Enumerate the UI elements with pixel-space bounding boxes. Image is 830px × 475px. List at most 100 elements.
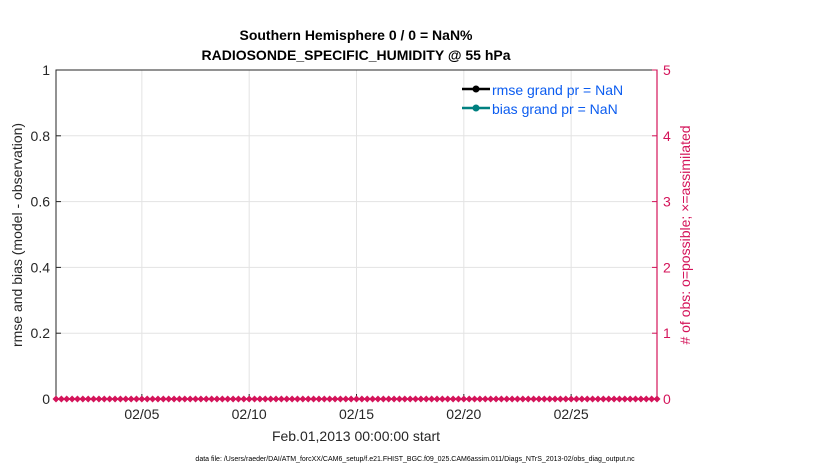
grid bbox=[56, 70, 657, 399]
obs-count-marker bbox=[122, 395, 130, 403]
obs-count-marker bbox=[143, 395, 151, 403]
obs-count-marker bbox=[154, 395, 162, 403]
obs-count-marker bbox=[433, 395, 441, 403]
obs-count-marker bbox=[492, 395, 500, 403]
obs-count-marker bbox=[615, 395, 623, 403]
obs-count-marker bbox=[267, 395, 275, 403]
obs-count-marker bbox=[84, 395, 92, 403]
obs-count-marker bbox=[165, 395, 173, 403]
obs-count-marker bbox=[213, 395, 221, 403]
obs-count-marker bbox=[63, 395, 71, 403]
obs-count-marker bbox=[342, 395, 350, 403]
y2-tick-label: 5 bbox=[663, 62, 671, 78]
obs-count-marker bbox=[310, 395, 318, 403]
obs-count-marker bbox=[272, 395, 280, 403]
y2-axis-label: # of obs: o=possible; ×=assimilated bbox=[677, 125, 693, 344]
obs-count-marker bbox=[261, 395, 269, 403]
obs-count-marker bbox=[331, 395, 339, 403]
obs-count-marker bbox=[401, 395, 409, 403]
obs-count-marker bbox=[353, 395, 360, 403]
obs-count-marker bbox=[175, 395, 183, 403]
obs-count-marker bbox=[406, 395, 414, 403]
obs-count-marker bbox=[513, 395, 521, 403]
obs-count-marker bbox=[471, 395, 479, 403]
obs-count-marker bbox=[304, 395, 312, 403]
obs-count-marker bbox=[234, 395, 242, 403]
obs-count-marker bbox=[57, 395, 65, 403]
obs-count-marker bbox=[369, 395, 377, 403]
obs-count-marker bbox=[481, 395, 489, 403]
obs-count-marker bbox=[358, 395, 366, 403]
obs-count-marker bbox=[251, 395, 259, 403]
obs-count-marker bbox=[653, 395, 661, 403]
obs-count-marker bbox=[111, 395, 119, 403]
obs-count-marker bbox=[385, 395, 393, 403]
obs-count-marker bbox=[583, 395, 591, 403]
obs-count-marker bbox=[90, 395, 98, 403]
obs-count-marker bbox=[648, 395, 656, 403]
obs-count-marker bbox=[465, 395, 473, 403]
obs-count-marker bbox=[288, 395, 296, 403]
x-tick-label: 02/20 bbox=[446, 406, 481, 422]
obs-count-marker bbox=[73, 395, 81, 403]
obs-count-marker bbox=[599, 395, 607, 403]
obs-count-marker bbox=[68, 395, 76, 403]
obs-count-marker bbox=[594, 395, 602, 403]
obs-count-marker bbox=[546, 395, 554, 403]
x-tick-label: 02/15 bbox=[339, 406, 374, 422]
y-tick-label: 0 bbox=[42, 391, 50, 407]
obs-count-marker bbox=[578, 395, 586, 403]
obs-count-marker bbox=[395, 395, 403, 403]
obs-count-marker bbox=[497, 395, 505, 403]
y-tick-label: 0.6 bbox=[31, 194, 51, 210]
legend-bias-marker bbox=[472, 104, 480, 112]
obs-count-marker bbox=[460, 395, 468, 403]
title-line-2: RADIOSONDE_SPECIFIC_HUMIDITY @ 55 hPa bbox=[201, 47, 510, 63]
obs-count-marker bbox=[116, 395, 124, 403]
obs-count-marker bbox=[170, 395, 178, 403]
obs-count-marker bbox=[159, 395, 167, 403]
obs-count-marker bbox=[540, 395, 548, 403]
obs-count-marker bbox=[293, 395, 301, 403]
obs-count-marker bbox=[626, 395, 634, 403]
obs-count-marker bbox=[283, 395, 291, 403]
obs-count-marker bbox=[632, 395, 640, 403]
obs-count-marker bbox=[610, 395, 618, 403]
obs-count-marker bbox=[530, 395, 538, 403]
obs-count-marker bbox=[524, 395, 532, 403]
obs-count-marker bbox=[245, 395, 253, 403]
legend-bias-label: bias grand pr = NaN bbox=[492, 101, 618, 117]
obs-count-marker bbox=[320, 395, 328, 403]
obs-count-marker bbox=[551, 395, 559, 403]
obs-count-marker bbox=[449, 395, 457, 403]
obs-count-marker bbox=[519, 395, 527, 403]
x-tick-label: 02/05 bbox=[124, 406, 159, 422]
obs-count-marker bbox=[100, 395, 108, 403]
obs-count-marker bbox=[508, 395, 516, 403]
legend: rmse grand pr = NaN bias grand pr = NaN bbox=[462, 82, 623, 117]
y2-tick-label: 2 bbox=[663, 259, 671, 275]
y-tick-label: 0.8 bbox=[31, 128, 51, 144]
obs-count-marker bbox=[535, 395, 543, 403]
obs-count-marker bbox=[208, 395, 216, 403]
y2-tick-label: 4 bbox=[663, 128, 671, 144]
y2-tick-label: 3 bbox=[663, 194, 671, 210]
obs-count-marker bbox=[256, 395, 264, 403]
x-axis-label: Feb.01,2013 00:00:00 start bbox=[272, 428, 440, 444]
obs-count-marker bbox=[315, 395, 323, 403]
obs-count-marker bbox=[562, 395, 570, 403]
y2-tick-label: 1 bbox=[663, 325, 671, 341]
obs-count-marker bbox=[106, 395, 114, 403]
obs-count-marker bbox=[605, 395, 613, 403]
obs-count-marker bbox=[438, 395, 446, 403]
y-tick-label: 0.2 bbox=[31, 325, 51, 341]
obs-count-marker bbox=[138, 395, 146, 403]
obs-count-marker bbox=[79, 395, 87, 403]
obs-count-marker bbox=[186, 395, 194, 403]
obs-count-marker bbox=[202, 395, 210, 403]
obs-count-marker bbox=[422, 395, 430, 403]
obs-count-marker bbox=[336, 395, 344, 403]
obs-count-marker bbox=[363, 395, 371, 403]
y-axis-label: rmse and bias (model - observation) bbox=[9, 123, 25, 347]
obs-count-marker bbox=[127, 395, 135, 403]
